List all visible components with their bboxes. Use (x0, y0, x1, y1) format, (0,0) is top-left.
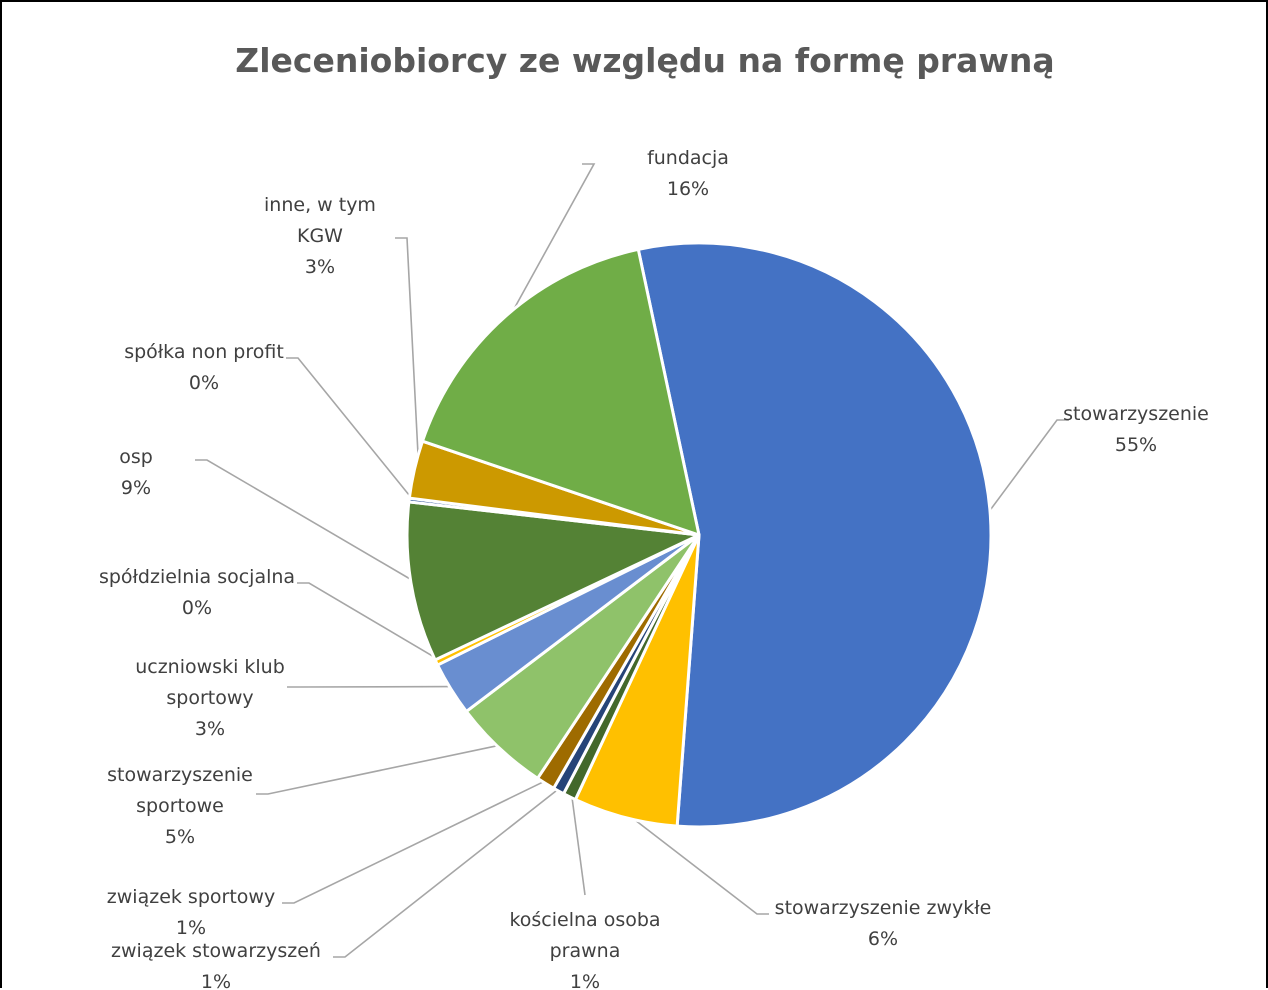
leader-line (286, 358, 414, 501)
leader-line (195, 460, 415, 582)
slice-label: fundacja 16% (647, 147, 729, 200)
slice-label: związek sportowy 1% (107, 886, 275, 939)
slice-percent: 1% (570, 971, 600, 990)
slice-label: stowarzyszenie 55% (1063, 403, 1209, 456)
slice-category: sportowy (166, 687, 253, 709)
slice-category: sportowe (136, 795, 224, 817)
slice-percent: 3% (305, 256, 335, 278)
slice-label: osp 9% (119, 446, 153, 499)
slice-percent: 0% (182, 597, 212, 619)
slice-category: prawna (550, 940, 621, 962)
slice-category: związek stowarzyszeń (111, 940, 321, 962)
slice-percent: 1% (176, 917, 206, 939)
slice-category: inne, w tym (264, 194, 376, 216)
slice-percent: 55% (1115, 434, 1157, 456)
slice-category: stowarzyszenie (1063, 403, 1209, 425)
leader-line (571, 793, 585, 895)
slice-label: stowarzyszenie sportowe 5% (107, 764, 253, 848)
leader-line (986, 420, 1069, 516)
slice-category: stowarzyszenie (107, 764, 253, 786)
slice-percent: 1% (201, 971, 231, 990)
slice-percent: 5% (165, 826, 195, 848)
slice-label: stowarzyszenie zwykłe 6% (775, 897, 992, 950)
slice-label: kościelna osoba prawna 1% (509, 909, 660, 990)
slice-label: spółka non profit 0% (124, 341, 284, 394)
slice-percent: 6% (868, 928, 898, 950)
pie-slices (407, 243, 991, 827)
slice-label: związek stowarzyszeń 1% (111, 940, 321, 990)
slice-label: inne, w tym KGW 3% (264, 194, 376, 278)
leader-line (282, 780, 548, 903)
slice-category: fundacja (647, 147, 729, 169)
leader-line (395, 238, 419, 470)
slice-category: KGW (297, 225, 343, 247)
leader-line (256, 745, 502, 794)
slice-category: spółdzielnia socjalna (99, 566, 295, 588)
slice-percent: 16% (667, 178, 709, 200)
chart-title: Zleceniobiorcy ze względu na formę prawn… (235, 41, 1054, 80)
slice-category: związek sportowy (107, 886, 275, 908)
slice-label: uczniowski klub sportowy 3% (135, 656, 285, 740)
slice-category: spółka non profit (124, 341, 284, 363)
slice-percent: 0% (189, 372, 219, 394)
slice-category: osp (119, 446, 153, 468)
slice-category: uczniowski klub (135, 656, 285, 678)
slice-category: kościelna osoba (509, 909, 660, 931)
slice-percent: 3% (195, 718, 225, 740)
slice-label: spółdzielnia socjalna 0% (99, 566, 295, 619)
leader-line (333, 787, 561, 957)
slice-percent: 9% (121, 477, 151, 499)
slice-category: stowarzyszenie zwykłe (775, 897, 992, 919)
